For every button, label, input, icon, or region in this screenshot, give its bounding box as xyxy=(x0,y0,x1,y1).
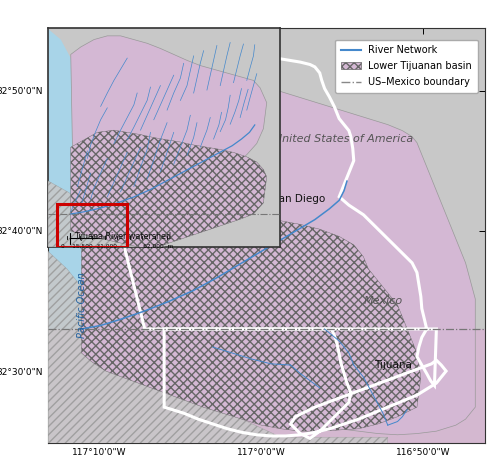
Polygon shape xyxy=(48,329,485,443)
Text: Mexico: Mexico xyxy=(364,296,403,306)
Text: Tijuana River watershed: Tijuana River watershed xyxy=(74,232,171,241)
Text: San Diego: San Diego xyxy=(272,194,325,204)
Polygon shape xyxy=(71,130,266,249)
Legend: River Network, Lower Tijuanan basin, US–Mexico boundary: River Network, Lower Tijuanan basin, US–… xyxy=(336,39,478,93)
Polygon shape xyxy=(48,28,90,247)
Polygon shape xyxy=(48,181,260,247)
Text: United States of America: United States of America xyxy=(274,134,413,144)
Polygon shape xyxy=(48,251,388,443)
Polygon shape xyxy=(48,28,485,401)
Polygon shape xyxy=(71,36,266,237)
Text: Pacific Ocean: Pacific Ocean xyxy=(76,272,86,338)
Polygon shape xyxy=(82,193,421,431)
Bar xyxy=(58,204,127,247)
Text: 0    15,500  31,000              62,000  m: 0 15,500 31,000 62,000 m xyxy=(61,244,174,249)
Text: Tijuana: Tijuana xyxy=(374,360,412,370)
Polygon shape xyxy=(82,40,475,435)
